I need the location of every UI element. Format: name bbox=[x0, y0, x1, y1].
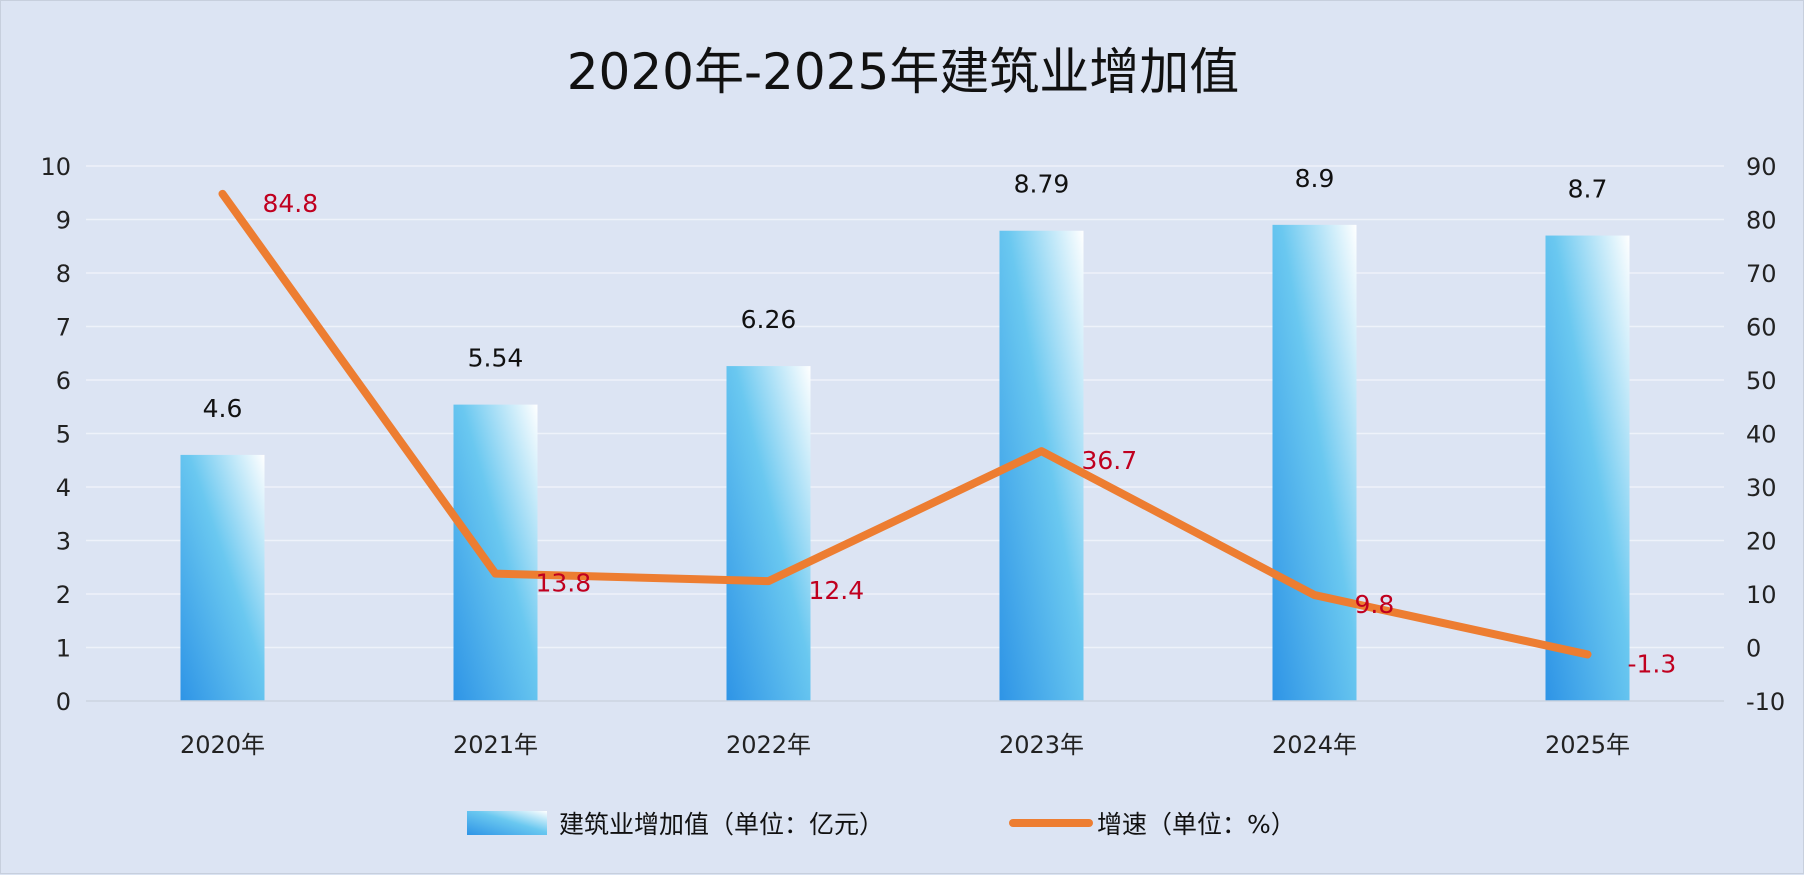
left-y-tick-label: 8 bbox=[56, 260, 71, 288]
left-y-tick-label: 9 bbox=[56, 207, 71, 235]
bar bbox=[1273, 225, 1357, 701]
bar-data-label: 6.26 bbox=[741, 305, 797, 334]
left-y-tick-label: 5 bbox=[56, 421, 71, 449]
right-y-tick-label: 50 bbox=[1746, 367, 1777, 395]
left-y-tick-label: 4 bbox=[56, 474, 71, 502]
left-y-tick-label: 6 bbox=[56, 367, 71, 395]
right-y-tick-label: 30 bbox=[1746, 474, 1777, 502]
line-data-label: -1.3 bbox=[1628, 649, 1677, 678]
line-data-label: 13.8 bbox=[536, 569, 592, 598]
right-y-tick-label: -10 bbox=[1746, 688, 1785, 716]
x-tick-label: 2022年 bbox=[726, 731, 811, 759]
x-axis: 2020年 2021年 2022年 2023年 2024年 2025年 bbox=[86, 701, 1724, 759]
right-y-tick-label: 70 bbox=[1746, 260, 1777, 288]
right-y-tick-label: 60 bbox=[1746, 314, 1777, 342]
right-y-tick-label: 40 bbox=[1746, 421, 1777, 449]
line-data-label: 84.8 bbox=[263, 189, 319, 218]
right-y-axis: -10 0 10 20 30 40 50 60 70 80 90 bbox=[1746, 153, 1785, 716]
bar-data-label: 8.9 bbox=[1295, 164, 1335, 193]
left-y-tick-label: 10 bbox=[40, 153, 71, 181]
bar-series bbox=[181, 225, 1630, 701]
chart-title: 2020年-2025年建筑业增加值 bbox=[567, 43, 1240, 101]
legend-line-label: 增速（单位：%） bbox=[1097, 810, 1296, 839]
gridlines bbox=[86, 166, 1724, 701]
x-tick-label: 2023年 bbox=[999, 731, 1084, 759]
bar-data-label: 5.54 bbox=[468, 344, 524, 373]
line-data-label: 12.4 bbox=[809, 576, 865, 605]
legend: 建筑业增加值（单位：亿元） 增速（单位：%） bbox=[467, 810, 1296, 839]
legend-bar-swatch bbox=[467, 811, 547, 835]
bar-data-label: 8.7 bbox=[1568, 175, 1608, 204]
left-y-tick-label: 3 bbox=[56, 528, 71, 556]
left-y-tick-label: 2 bbox=[56, 581, 71, 609]
bar bbox=[181, 455, 265, 701]
x-tick-label: 2024年 bbox=[1272, 731, 1357, 759]
right-y-tick-label: 0 bbox=[1746, 635, 1761, 663]
left-y-axis: 0 1 2 3 4 5 6 7 8 9 10 bbox=[40, 153, 71, 716]
right-y-tick-label: 10 bbox=[1746, 581, 1777, 609]
left-y-tick-label: 1 bbox=[56, 635, 71, 663]
right-y-tick-label: 90 bbox=[1746, 153, 1777, 181]
line-series bbox=[222, 194, 1587, 655]
line-data-label: 36.7 bbox=[1082, 446, 1138, 475]
bar bbox=[454, 405, 538, 701]
x-tick-label: 2025年 bbox=[1545, 731, 1630, 759]
left-y-tick-label: 0 bbox=[56, 688, 71, 716]
bar bbox=[727, 366, 811, 701]
bar-data-label: 4.6 bbox=[203, 394, 243, 423]
legend-bar-label: 建筑业增加值（单位：亿元） bbox=[559, 810, 884, 839]
right-y-tick-label: 20 bbox=[1746, 528, 1777, 556]
bar bbox=[1546, 236, 1630, 701]
growth-line bbox=[223, 194, 1588, 655]
line-data-label: 9.8 bbox=[1355, 590, 1395, 619]
x-tick-label: 2021年 bbox=[453, 731, 538, 759]
bar-data-labels: 4.6 5.54 6.26 8.79 8.9 8.7 bbox=[203, 164, 1608, 423]
right-y-tick-label: 80 bbox=[1746, 207, 1777, 235]
left-y-tick-label: 7 bbox=[56, 314, 71, 342]
bar-data-label: 8.79 bbox=[1014, 170, 1070, 199]
x-tick-label: 2020年 bbox=[180, 731, 265, 759]
